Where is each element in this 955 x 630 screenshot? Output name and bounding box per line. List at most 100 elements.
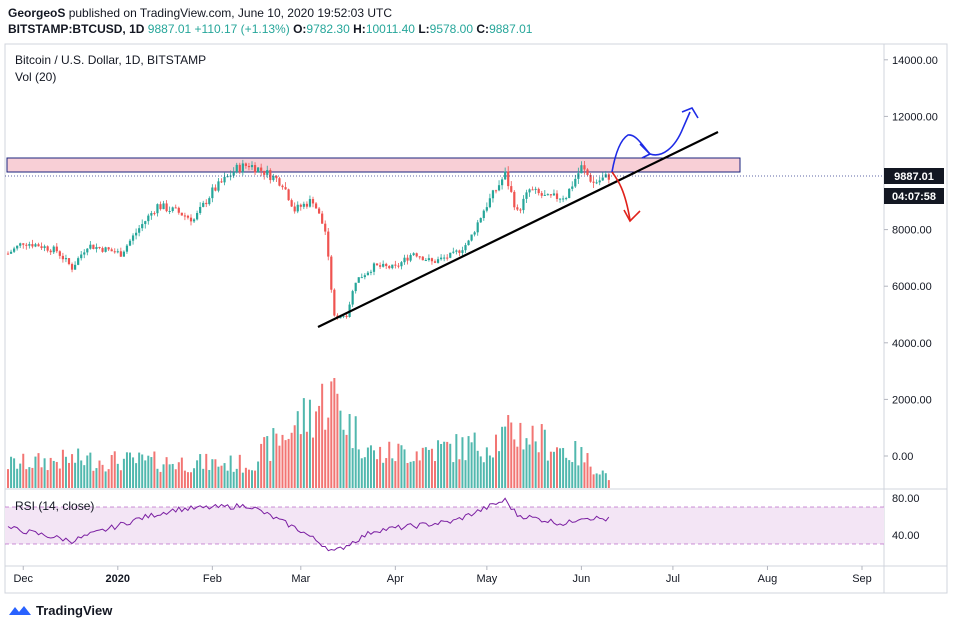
candle xyxy=(238,162,241,175)
volume-bar xyxy=(205,453,208,488)
volume-bar xyxy=(10,456,13,488)
candle xyxy=(412,252,415,257)
candle xyxy=(275,175,278,182)
volume-bar xyxy=(324,429,327,488)
volume-bar xyxy=(369,445,372,488)
countdown-tag xyxy=(884,188,944,204)
volume-bar xyxy=(403,449,406,488)
publish-line: GeorgeoS published on TradingView.com, J… xyxy=(8,6,392,20)
volume-bar xyxy=(418,460,421,488)
candle xyxy=(476,219,479,236)
candle xyxy=(406,254,409,265)
volume-bar xyxy=(336,393,339,488)
volume-bar xyxy=(211,459,214,488)
volume-bar xyxy=(13,458,16,488)
volume-bar xyxy=(327,417,330,488)
volume-bar xyxy=(574,441,577,488)
volume-bar xyxy=(552,451,555,488)
volume-bar xyxy=(147,455,150,488)
candle xyxy=(250,161,254,170)
volume-bar xyxy=(25,469,28,488)
volume-bar xyxy=(498,451,501,488)
volume-bar xyxy=(342,429,345,488)
volume-bar xyxy=(437,440,440,488)
volume-bar xyxy=(528,444,531,488)
volume-bar xyxy=(302,398,305,488)
candle xyxy=(177,206,180,215)
candle xyxy=(159,201,162,211)
volume-bars xyxy=(7,378,610,488)
volume-bar xyxy=(162,464,165,488)
candle xyxy=(305,201,308,209)
volume-bar xyxy=(412,461,415,488)
candle xyxy=(223,172,226,186)
candle xyxy=(83,249,86,259)
volume-bar xyxy=(415,451,418,488)
volume-bar xyxy=(556,447,558,488)
candle xyxy=(302,201,305,210)
tradingview-logo-icon xyxy=(8,603,32,620)
bullish-arrow-head-icon xyxy=(681,107,699,119)
volume-bar xyxy=(174,469,177,488)
volume-bar xyxy=(540,424,543,488)
candle xyxy=(46,245,49,253)
candle xyxy=(80,251,83,261)
close-value: 9887.01 xyxy=(489,22,533,36)
price-axis[interactable]: 14000.0012000.0010000.008000.006000.0040… xyxy=(884,55,938,463)
candle xyxy=(119,247,122,257)
footer[interactable]: TradingView xyxy=(8,603,112,620)
volume-bar xyxy=(464,460,467,488)
candle xyxy=(546,193,549,196)
candle xyxy=(28,241,31,249)
rsi-path xyxy=(7,497,610,552)
volume-bar xyxy=(113,451,116,488)
candle xyxy=(552,189,556,196)
ascending-trendline[interactable] xyxy=(317,131,719,328)
time-tick-label: Dec xyxy=(13,573,33,585)
candle xyxy=(290,198,293,208)
volume-bar xyxy=(214,459,217,488)
publisher-name[interactable]: GeorgeoS xyxy=(8,6,66,20)
volume-bar xyxy=(366,447,369,488)
resistance-zone[interactable] xyxy=(6,157,741,173)
candle xyxy=(98,246,101,250)
volume-bar xyxy=(37,453,40,488)
volume-bar xyxy=(467,436,470,488)
candle xyxy=(92,244,95,250)
volume-bar xyxy=(296,411,299,488)
time-axis[interactable]: Dec 2020 Feb Mar Apr May Jun Jul Aug Sep xyxy=(13,566,872,585)
candle xyxy=(16,245,19,251)
candle xyxy=(586,168,589,176)
volume-bar xyxy=(89,452,92,488)
bullish-arrow xyxy=(611,111,691,173)
candle xyxy=(101,246,104,253)
candle xyxy=(52,245,55,255)
volume-bar xyxy=(577,465,580,488)
candle xyxy=(247,162,251,171)
candle xyxy=(199,202,202,215)
volume-bar xyxy=(543,429,546,488)
low-label: L: xyxy=(418,22,430,36)
candle xyxy=(22,243,25,249)
candle xyxy=(31,239,34,249)
candle xyxy=(110,247,113,252)
volume-bar xyxy=(64,456,67,488)
volume-bar xyxy=(235,468,238,488)
volume-bar xyxy=(61,449,64,488)
candle xyxy=(388,265,391,270)
price-tick-label: 14000.00 xyxy=(892,55,938,67)
bearish-arrow-head-icon xyxy=(623,209,641,223)
candle xyxy=(366,270,369,276)
volume-bar xyxy=(159,471,162,488)
candle xyxy=(430,257,434,265)
candle xyxy=(131,233,135,245)
volume-bar xyxy=(592,474,595,488)
candle xyxy=(592,176,595,189)
volume-bar xyxy=(49,457,52,488)
candle xyxy=(186,214,190,220)
time-tick-label: Apr xyxy=(387,573,404,585)
candle xyxy=(534,186,537,194)
candle xyxy=(281,184,284,190)
candle xyxy=(122,250,125,257)
